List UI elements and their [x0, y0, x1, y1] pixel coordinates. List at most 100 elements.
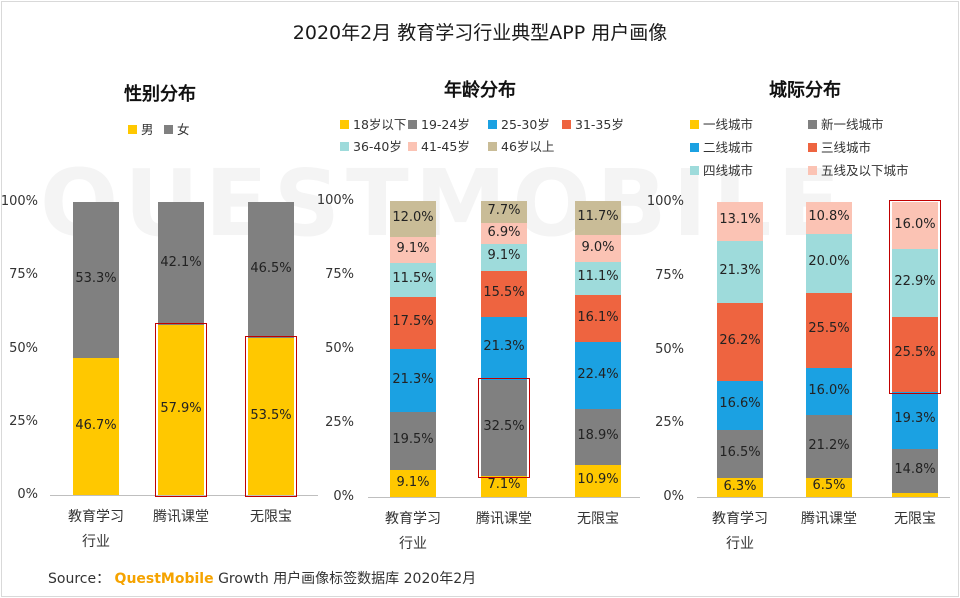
x-tick-label: 教育学习 行业 — [371, 507, 455, 557]
data-label: 25.5% — [894, 345, 936, 361]
bar-segment — [248, 202, 294, 339]
bar-segment — [575, 235, 621, 262]
bar-segment — [481, 223, 527, 244]
data-label: 20.0% — [808, 254, 850, 270]
bar-segment — [717, 380, 763, 430]
x-tick-line: 腾讯课堂 — [801, 511, 857, 527]
data-label: 25.5% — [808, 321, 850, 337]
legend-swatch — [690, 143, 699, 152]
chart-title: 城际分布 — [769, 80, 841, 101]
x-tick-line: 无限宝 — [894, 511, 936, 527]
legend-swatch — [488, 142, 497, 151]
data-label: 18.9% — [577, 427, 619, 443]
bar-segment — [390, 263, 436, 298]
data-label: 6.9% — [487, 224, 521, 240]
x-tick-line: 行业 — [726, 536, 754, 552]
bar-segment — [481, 379, 527, 476]
legend-label: 女 — [177, 122, 190, 137]
bar-segment — [481, 270, 527, 317]
bar-segment — [717, 240, 763, 304]
legend-label: 四线城市 — [703, 163, 754, 178]
legend-item: 18岁以下 — [340, 114, 406, 133]
bar-segment — [717, 478, 763, 497]
data-label: 19.3% — [894, 411, 936, 427]
legend-label: 25-30岁 — [501, 117, 550, 132]
source-line: Source： QuestMobile Growth 用户画像标签数据库 202… — [48, 568, 476, 588]
legend-item: 女 — [164, 119, 190, 138]
legend-item: 四线城市 — [690, 160, 753, 179]
chart-title: 性别分布 — [124, 84, 196, 105]
x-tick-line: 腾讯课堂 — [153, 509, 209, 525]
y-tick-label: 75% — [655, 267, 684, 283]
x-tick-line: 行业 — [399, 536, 427, 552]
legend-item: 25-30岁 — [488, 114, 550, 133]
legend-item: 五线及以下城市 — [808, 160, 909, 179]
legend-label: 31-35岁 — [575, 117, 624, 132]
x-tick-label: 腾讯课堂 — [462, 507, 546, 532]
bar-segment — [806, 202, 852, 234]
legend-label: 三线城市 — [821, 140, 872, 155]
legend-label: 36-40岁 — [353, 139, 402, 154]
legend-swatch — [128, 125, 137, 134]
x-tick-label: 无限宝 — [556, 507, 640, 532]
x-tick-line: 无限宝 — [250, 509, 292, 525]
legend-swatch — [808, 143, 817, 152]
y-tick-label: 100% — [646, 194, 684, 209]
legend-swatch — [562, 120, 571, 129]
bar-segment — [575, 294, 621, 343]
legend-swatch — [340, 142, 349, 151]
bar-segment — [481, 243, 527, 271]
data-label: 46.5% — [250, 261, 292, 277]
bar-segment — [717, 303, 763, 381]
data-label: 46.7% — [75, 417, 117, 433]
legend-swatch — [808, 120, 817, 129]
data-label: 21.3% — [392, 371, 434, 387]
data-label: 15.5% — [483, 284, 525, 300]
data-label: 22.9% — [894, 273, 936, 289]
data-label: 9.1% — [396, 240, 430, 256]
data-label: 7.1% — [487, 477, 521, 493]
bar-segment — [481, 316, 527, 380]
data-label: 11.7% — [577, 209, 619, 225]
x-tick-line: 教育学习 — [385, 511, 441, 527]
legend-item: 19-24岁 — [408, 114, 470, 133]
data-label: 9.0% — [581, 239, 615, 255]
legend-swatch — [408, 142, 417, 151]
legend-label: 18岁以下 — [353, 117, 407, 132]
highlight-box — [245, 336, 297, 497]
data-label: 9.1% — [487, 248, 521, 264]
y-tick-label: 50% — [9, 340, 38, 356]
data-label: 21.3% — [719, 263, 761, 279]
data-label: 10.9% — [577, 471, 619, 487]
source-brand: QuestMobile — [114, 571, 214, 587]
data-label: 6.3% — [723, 478, 757, 494]
data-label: 19.5% — [392, 432, 434, 448]
bar-segment — [806, 368, 852, 416]
y-tick-label: 25% — [325, 415, 354, 430]
data-label: 57.9% — [160, 401, 202, 417]
y-tick-label: 25% — [655, 415, 684, 431]
bar-segment — [575, 200, 621, 236]
main-title: 2020年2月 教育学习行业典型APP 用户画像 — [292, 22, 668, 44]
data-label: 6.5% — [812, 478, 846, 494]
data-label: 21.2% — [808, 437, 850, 453]
bar-segment — [390, 470, 436, 497]
data-label: 21.3% — [483, 339, 525, 355]
chart-title: 年龄分布 — [444, 80, 516, 101]
data-label: 12.0% — [392, 209, 434, 225]
data-label: 16.6% — [719, 396, 761, 412]
x-tick-label: 腾讯课堂 — [139, 505, 223, 530]
legend-swatch — [808, 166, 817, 175]
x-tick-line: 腾讯课堂 — [476, 511, 532, 527]
data-label: 14.8% — [894, 461, 936, 477]
bar-segment — [390, 412, 436, 471]
bar-segment — [806, 477, 852, 497]
legend-item: 一线城市 — [690, 114, 753, 133]
data-label: 7.7% — [487, 203, 521, 219]
highlight-box — [155, 323, 207, 497]
highlight-box — [478, 377, 530, 478]
source-prefix: Source： — [48, 571, 111, 587]
bar-segment — [806, 233, 852, 293]
bar-segment — [892, 316, 938, 392]
data-label: 16.0% — [894, 216, 936, 232]
